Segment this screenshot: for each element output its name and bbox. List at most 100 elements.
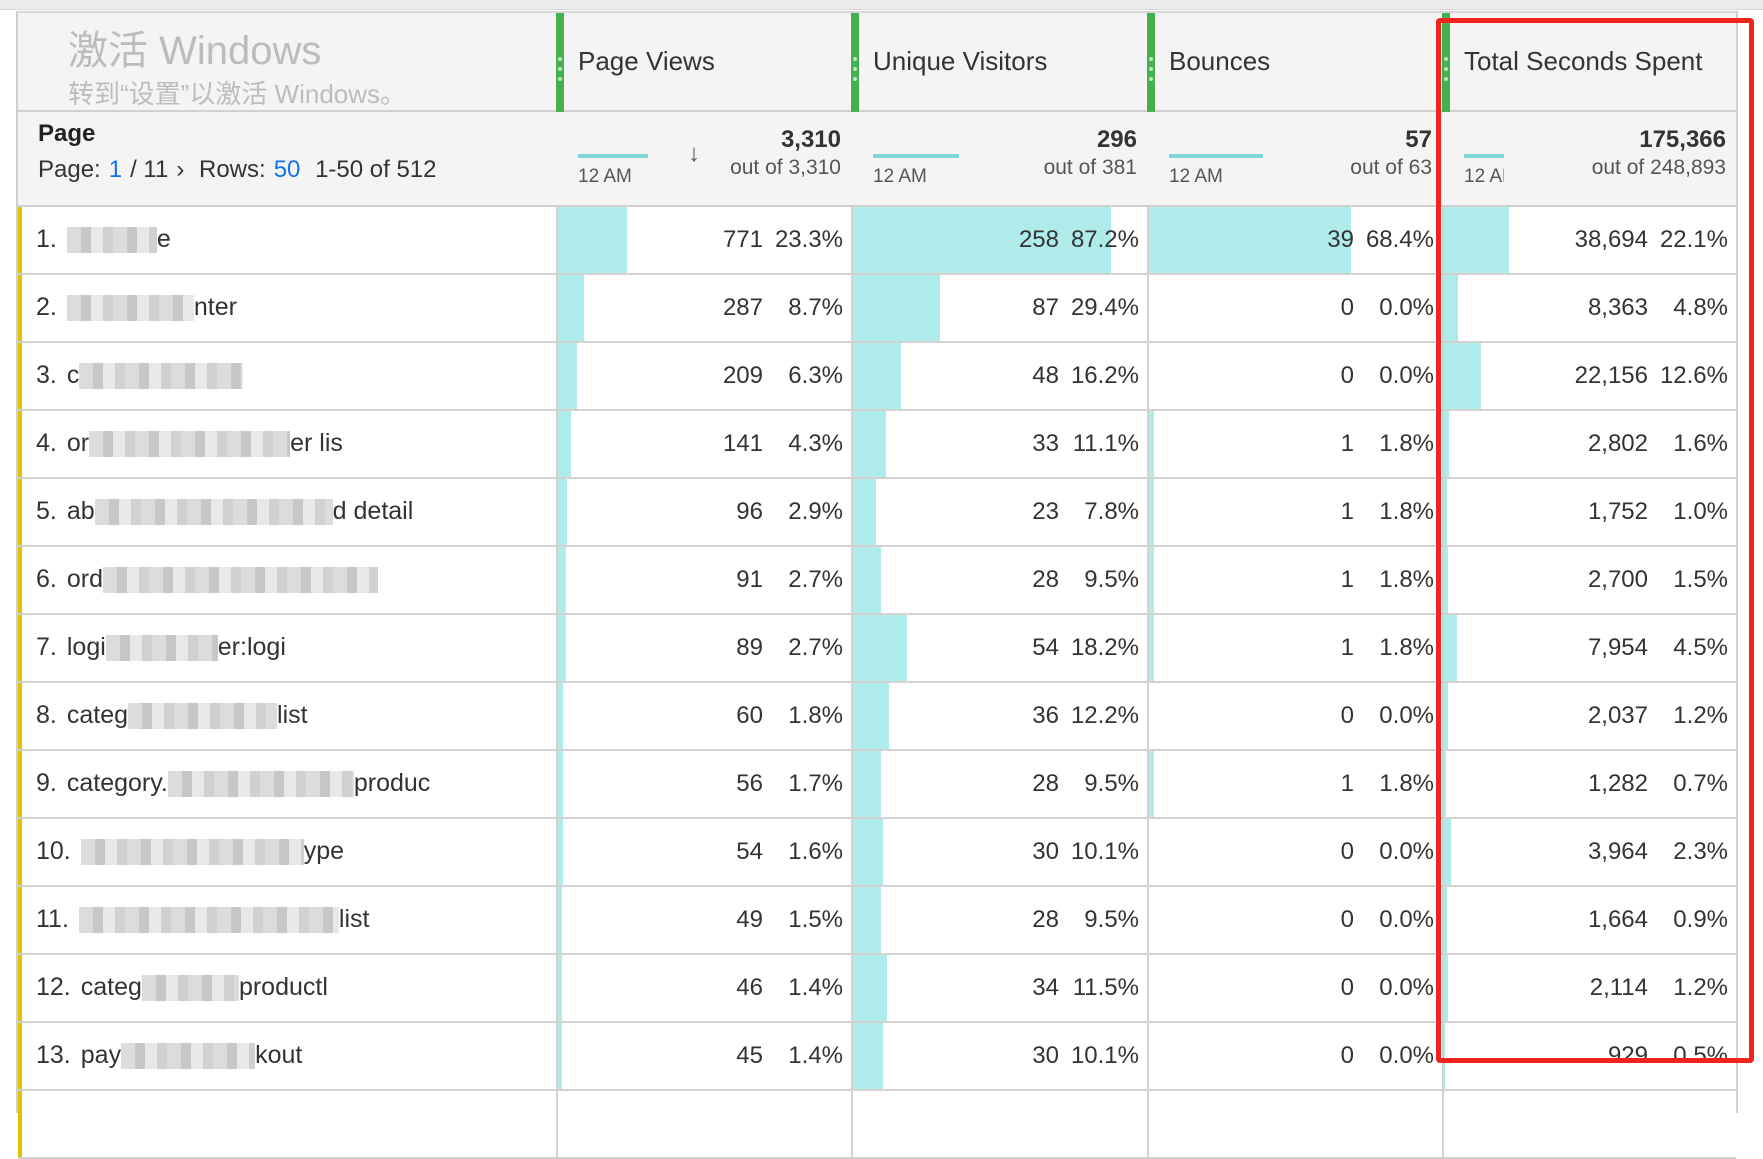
metric-value: 287 (722, 294, 763, 321)
page-current-input[interactable]: 1 (108, 156, 123, 183)
row-name[interactable]: 2. nter (36, 293, 237, 322)
metric-cell: 91 2.7% (556, 547, 851, 613)
sparkline[interactable] (873, 154, 959, 158)
table-row[interactable]: 60 1.8% 36 12.2% 0 0.0% 2,037 1.2% 8. categ list (18, 683, 1736, 751)
table-row[interactable]: 89 2.7% 54 18.2% 1 1.8% 7,954 4.5% 7. logi er:logi (18, 615, 1736, 683)
drag-handle-icon[interactable] (1147, 13, 1155, 114)
metric-value: 7,954 (1587, 634, 1648, 661)
row-name[interactable]: 11. list (36, 905, 369, 934)
row-index: 4. (36, 429, 57, 457)
metric-percent: 11.1% (1072, 430, 1139, 457)
table-row[interactable]: 96 2.9% 23 7.8% 1 1.8% 1,752 1.0% 5. ab d detail (18, 479, 1736, 547)
table-row[interactable]: 287 8.7% 87 29.4% 0 0.0% 8,363 4.8% 2. nter (18, 275, 1736, 343)
metric-bar (558, 955, 563, 1021)
column-summary-2: 12 AM 57 out of 63 (1147, 112, 1442, 207)
chevron-right-icon[interactable]: › (176, 156, 185, 183)
metric-value: 1,752 (1587, 498, 1648, 525)
arrow-down-icon[interactable]: ↓ (688, 140, 700, 167)
row-accent (18, 547, 22, 613)
table-row[interactable]: 49 1.5% 28 9.5% 0 0.0% 1,664 0.9% 11. list (18, 887, 1736, 955)
metric-value: 46 (736, 974, 763, 1001)
column-header-0[interactable]: Page Views (556, 13, 851, 114)
metric-cell: 1 1.8% (1147, 547, 1442, 613)
drag-handle-icon[interactable] (851, 13, 859, 114)
row-accent (18, 819, 22, 885)
sparkline[interactable] (1169, 154, 1263, 158)
metric-cell: 49 1.5% (556, 887, 851, 953)
row-name[interactable]: 3. c (36, 361, 244, 390)
row-index: 11. (36, 905, 69, 933)
metric-percent: 1.8% (1379, 498, 1434, 525)
metric-percent: 11.5% (1072, 974, 1139, 1001)
metric-cell (1442, 1091, 1736, 1157)
column-header-3[interactable]: Total Seconds Spent (1442, 13, 1736, 114)
metric-cell (556, 1091, 851, 1157)
sparkline[interactable] (578, 154, 648, 158)
drag-handle-icon[interactable] (556, 13, 564, 114)
row-accent (18, 479, 22, 545)
drag-handle-icon[interactable] (1442, 13, 1450, 114)
row-name[interactable]: 7. logi er:logi (36, 633, 286, 662)
freeform-table: 激活 Windows 转到“设置”以激活 Windows。 Page Views… (16, 11, 1738, 1159)
metric-value: 929 (1607, 1042, 1648, 1069)
metric-value: 56 (736, 770, 763, 797)
metric-cell: 22,156 12.6% (1442, 343, 1736, 409)
metric-value: 1 (1340, 770, 1354, 797)
row-accent (18, 207, 22, 273)
row-name[interactable]: 9. category. produc (36, 769, 430, 798)
table-row[interactable]: 54 1.6% 30 10.1% 0 0.0% 3,964 2.3% 10. ype (18, 819, 1736, 887)
table-row[interactable]: 46 1.4% 34 11.5% 0 0.0% 2,114 1.2% 12. categ produ… (18, 955, 1736, 1023)
metric-value: 30 (1032, 838, 1059, 865)
column-header-1[interactable]: Unique Visitors (851, 13, 1147, 114)
metric-bar (1444, 275, 1459, 341)
column-summary-1: 12 AM 296 out of 381 (851, 112, 1147, 207)
metric-bar (558, 275, 584, 341)
metric-value: 2,114 (1589, 974, 1648, 1001)
metric-bar (558, 751, 563, 817)
metric-cell: 0 0.0% (1147, 819, 1442, 885)
metric-cell: 287 8.7% (556, 275, 851, 341)
row-name[interactable]: 6. ord (36, 565, 378, 594)
metric-percent: 2.3% (1673, 838, 1728, 865)
table-row[interactable]: 771 23.3% 258 87.2% 39 68.4% 38,694 22.1% 1. e (18, 207, 1736, 275)
table-row[interactable]: 141 4.3% 33 11.1% 1 1.8% 2,802 1.6% 4. or er lis (18, 411, 1736, 479)
metric-value: 8,363 (1587, 294, 1648, 321)
metric-bar (853, 343, 901, 409)
metric-percent: 23.3% (774, 226, 843, 253)
row-name-end: er:logi (217, 633, 286, 661)
table-row[interactable]: 45 1.4% 30 10.1% 0 0.0% 929 0.5% 13. pay kout (18, 1023, 1736, 1091)
table-row[interactable] (18, 1091, 1736, 1159)
row-name[interactable]: 4. or er lis (36, 429, 343, 458)
row-name[interactable]: 8. categ list (36, 701, 308, 730)
row-name[interactable]: 1. e (36, 225, 171, 254)
dimension-title[interactable]: Page (38, 120, 96, 147)
metric-percent: 4.5% (1673, 634, 1728, 661)
metric-percent: 10.1% (1070, 838, 1139, 865)
table-row[interactable]: 56 1.7% 28 9.5% 1 1.8% 1,282 0.7% 9. category. pro… (18, 751, 1736, 819)
column-summary-3: 12 AM 175,366 out of 248,893 (1442, 112, 1736, 207)
metric-bar (1149, 547, 1155, 613)
metric-cell: 0 0.0% (1147, 1023, 1442, 1089)
metric-value: 209 (722, 362, 763, 389)
metric-value: 23 (1032, 498, 1059, 525)
table-row[interactable]: 91 2.7% 28 9.5% 1 1.8% 2,700 1.5% 6. ord (18, 547, 1736, 615)
row-name[interactable]: 10. ype (36, 837, 344, 866)
column-header-2[interactable]: Bounces (1147, 13, 1442, 114)
row-name[interactable]: 12. categ productl (36, 973, 328, 1002)
redacted-text (66, 227, 157, 254)
top-toolbar-strip (0, 0, 1763, 10)
metric-cell: 28 9.5% (851, 751, 1147, 817)
row-name[interactable]: 13. pay kout (36, 1041, 302, 1070)
sparkline[interactable] (1464, 154, 1504, 158)
metric-cell: 38,694 22.1% (1442, 207, 1736, 273)
metric-value: 2,802 (1587, 430, 1648, 457)
redacted-text (105, 635, 218, 662)
metric-percent: 9.5% (1084, 566, 1139, 593)
metric-cell: 258 87.2% (851, 207, 1147, 273)
row-name[interactable]: 5. ab d detail (36, 497, 413, 526)
rows-per-page-select[interactable]: 50 (273, 156, 301, 183)
metric-value: 28 (1032, 770, 1059, 797)
table-row[interactable]: 209 6.3% 48 16.2% 0 0.0% 22,156 12.6% 3. c (18, 343, 1736, 411)
metric-value: 1 (1340, 430, 1354, 457)
row-name-end: er lis (290, 429, 343, 457)
